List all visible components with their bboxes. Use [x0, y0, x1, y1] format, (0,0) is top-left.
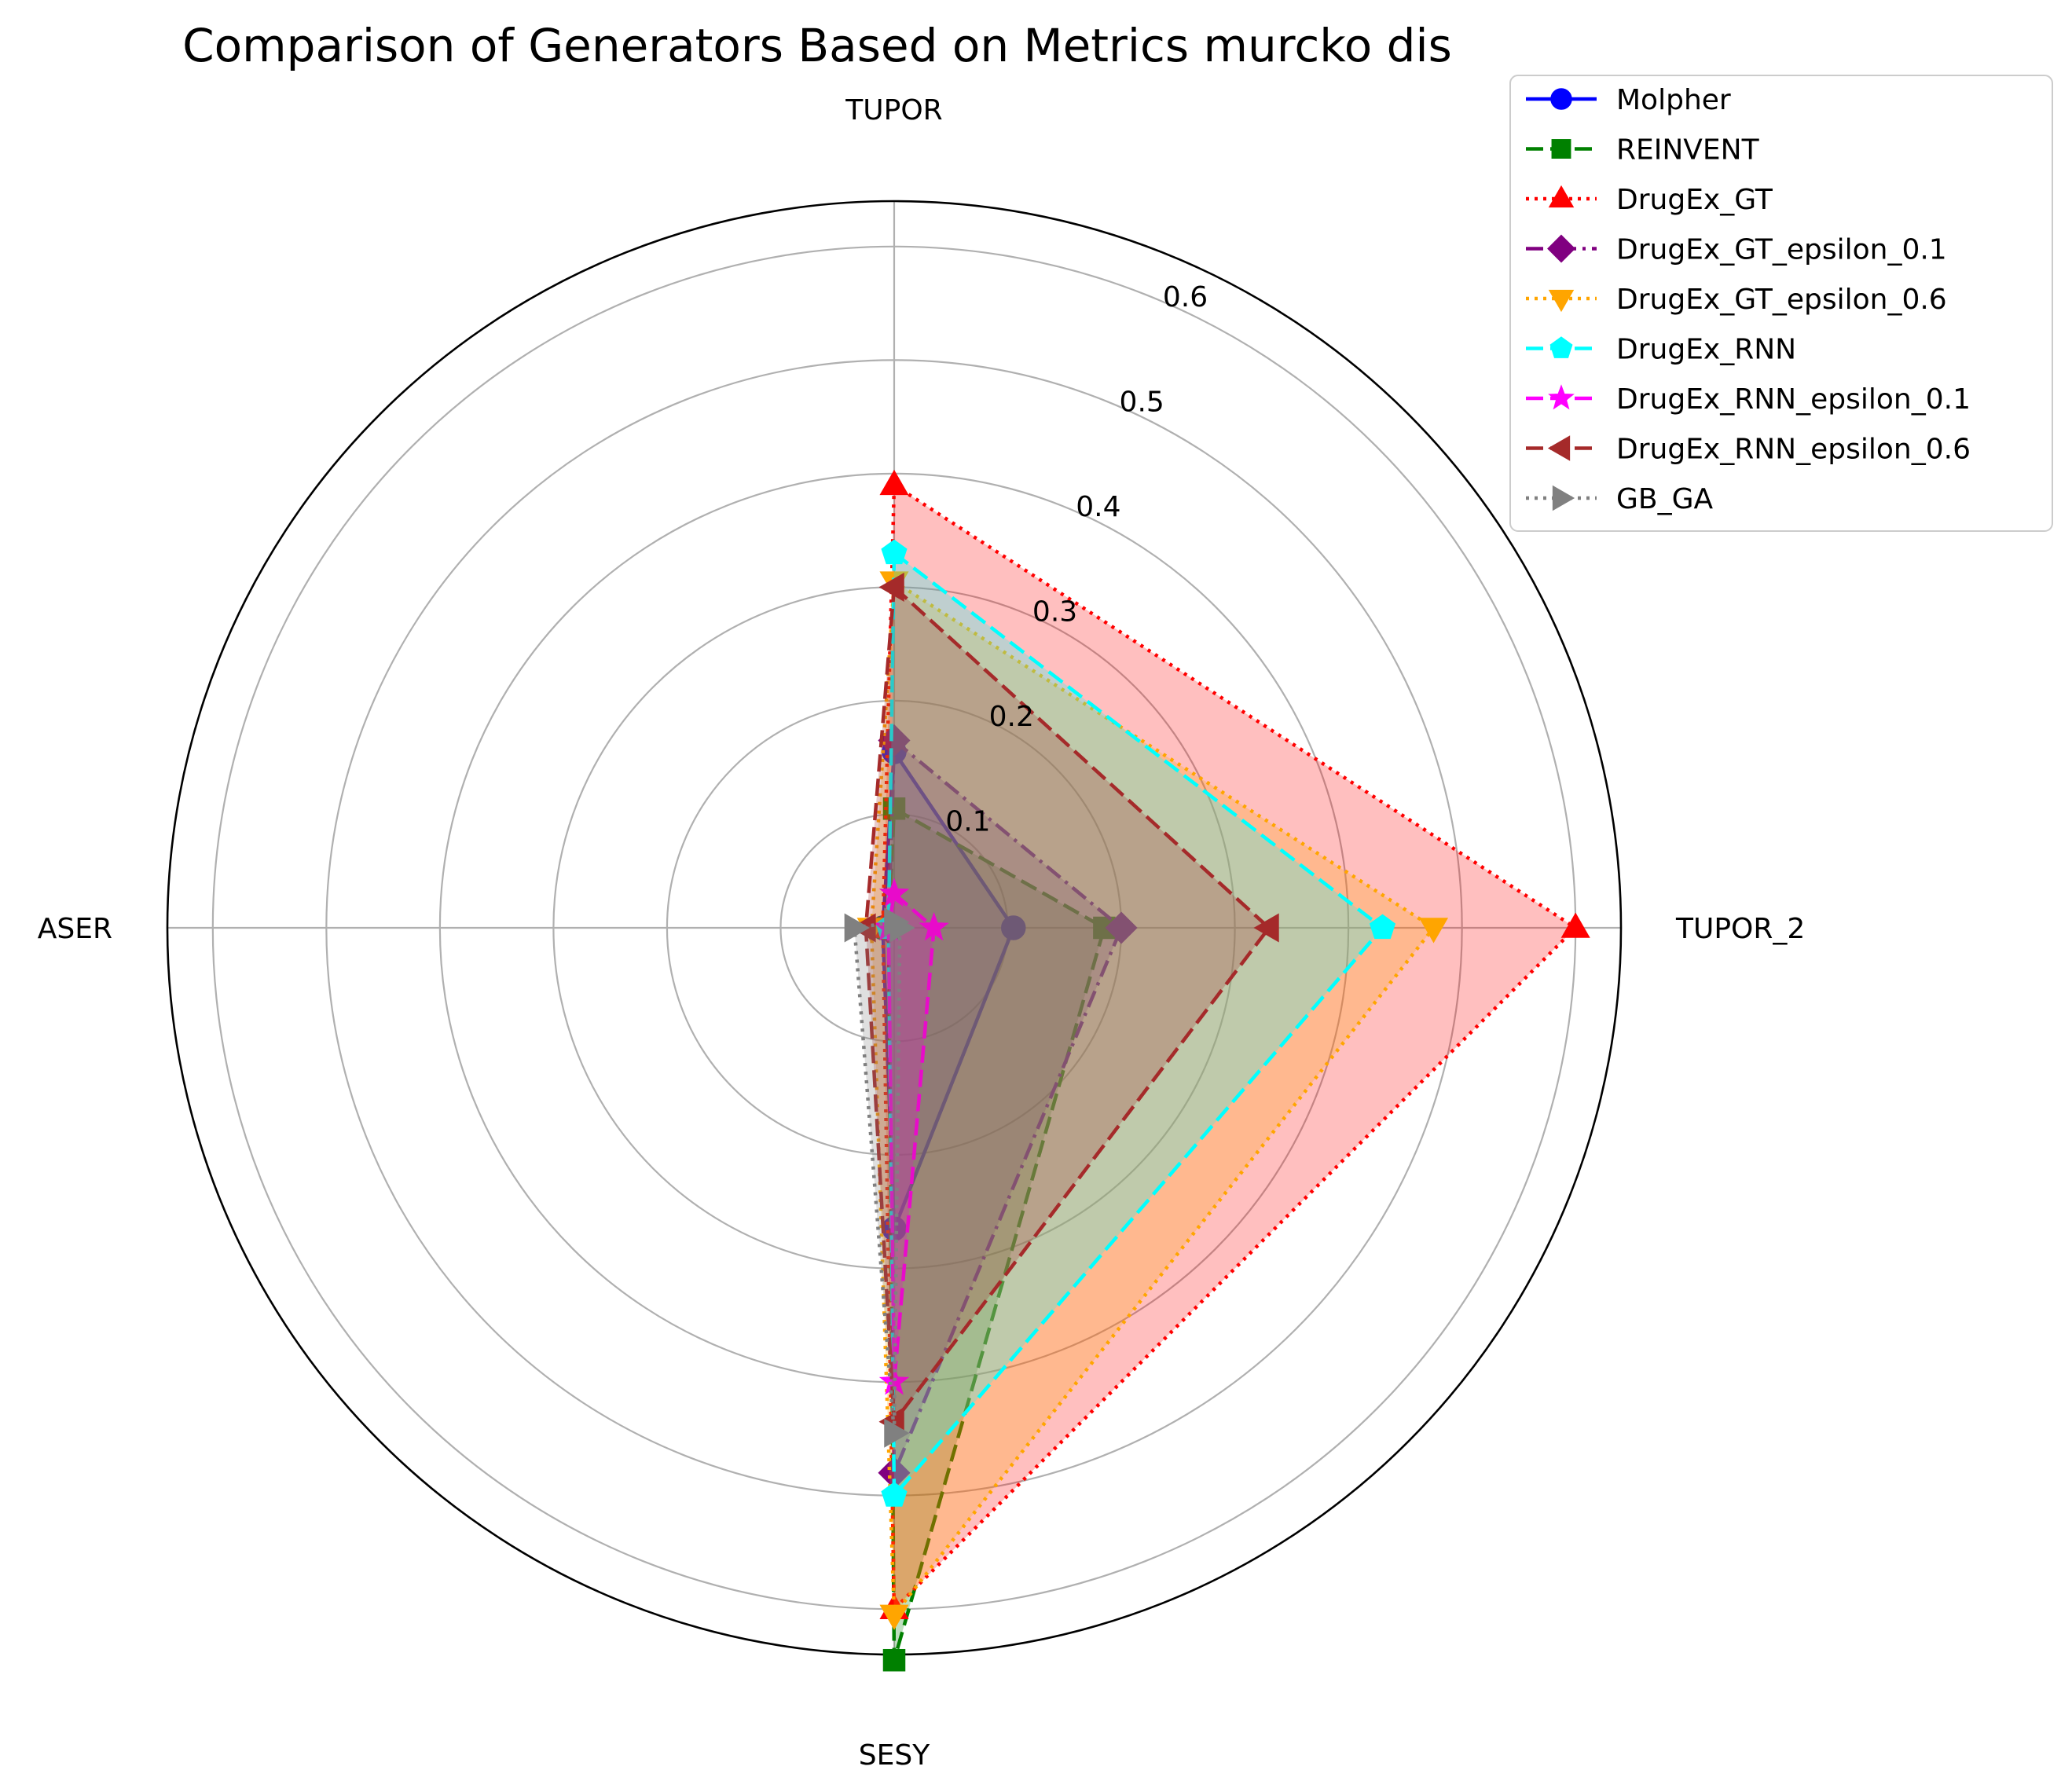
radial-tick-label: 0.6	[1163, 281, 1208, 313]
legend-label-gb-ga: GB_GA	[1616, 483, 1713, 515]
series-line-drugex-rnn-epsilon-0-1	[886, 892, 936, 1384]
legend-marker-molpher	[1550, 88, 1572, 110]
axis-labels: TUPOR TUPOR_2 SESY ASER	[38, 94, 1806, 1772]
radial-tick-label: 0.5	[1120, 386, 1164, 418]
point-drugex-gt-tupor	[879, 469, 909, 496]
radial-tick-label: 0.4	[1076, 491, 1120, 523]
series-gb-ga	[844, 907, 915, 1448]
point-gb-ga-aser	[844, 913, 870, 943]
legend-item-drugex-rnn: DrugEx_RNN	[1526, 334, 1796, 366]
series-fill-molpher	[882, 752, 1014, 1229]
series-fill-reinvent	[888, 808, 1105, 1661]
series-fill-gb-ga	[854, 922, 900, 1434]
point-drugex-rnn-sesy	[881, 1482, 908, 1507]
legend-item-drugex-rnn-epsilon-0-6: DrugEx_RNN_epsilon_0.6	[1526, 434, 1971, 466]
point-drugex-rnn-epsilon-0-1-tupor	[878, 878, 910, 907]
legend-label-drugex-rnn-epsilon-0-6: DrugEx_RNN_epsilon_0.6	[1616, 434, 1971, 466]
point-drugex-rnn-tupor-2	[1369, 914, 1396, 940]
axis-label-tupor-2: TUPOR_2	[1675, 913, 1805, 945]
axis-label-aser: ASER	[38, 913, 112, 945]
legend-marker-drugex-rnn-epsilon-0-1	[1548, 384, 1575, 410]
point-gb-ga-tupor-2	[889, 913, 915, 943]
radial-tick-labels: 0.1 0.2 0.3 0.4 0.5 0.6	[945, 281, 1208, 838]
axis-label-sesy: SESY	[859, 1739, 930, 1772]
point-drugex-gt-tupor-2	[1560, 912, 1590, 938]
point-drugex-rnn-epsilon-0-6-tupor-2	[1253, 913, 1279, 943]
point-drugex-gt-epsilon-0-6-tupor-2	[1418, 918, 1449, 944]
point-drugex-gt-epsilon-0-1-tupor-2	[1105, 911, 1138, 944]
point-gb-ga-sesy	[884, 1418, 910, 1448]
legend-label-drugex-rnn: DrugEx_RNN	[1616, 334, 1796, 366]
legend-marker-drugex-gt-epsilon-0-6	[1548, 289, 1575, 313]
legend-marker-gb-ga	[1552, 485, 1575, 511]
legend-label-drugex-gt-epsilon-0-6: DrugEx_GT_epsilon_0.6	[1616, 284, 1947, 316]
legend-item-drugex-gt-epsilon-0-6: DrugEx_GT_epsilon_0.6	[1526, 284, 1947, 316]
legend-item-reinvent: REINVENT	[1526, 134, 1760, 167]
series-fill-drugex-rnn-epsilon-0-6	[865, 587, 1269, 1422]
point-drugex-rnn-epsilon-0-6-tupor	[878, 572, 904, 602]
legend-marker-drugex-rnn	[1549, 336, 1573, 358]
point-molpher-tupor-2	[1001, 915, 1026, 940]
series-fill-drugex-gt	[882, 485, 1576, 1610]
legend-item-drugex-rnn-epsilon-0-1: DrugEx_RNN_epsilon_0.1	[1526, 383, 1971, 416]
legend-label-molpher: Molpher	[1616, 84, 1731, 116]
legend-label-reinvent: REINVENT	[1616, 134, 1760, 167]
chart-title: Comparison of Generators Based on Metric…	[182, 19, 1452, 72]
legend-marker-reinvent	[1551, 139, 1571, 159]
legend-label-drugex-gt: DrugEx_GT	[1616, 184, 1773, 216]
point-drugex-rnn-epsilon-0-1-tupor-2	[919, 911, 949, 941]
legend-item-drugex-gt: DrugEx_GT	[1526, 184, 1773, 216]
legend-label-drugex-gt-epsilon-0-1: DrugEx_GT_epsilon_0.1	[1616, 234, 1947, 266]
legend-item-gb-ga: GB_GA	[1526, 483, 1713, 515]
radar-series	[844, 469, 1590, 1672]
series-fill-drugex-rnn	[888, 553, 1383, 1496]
legend-box	[1509, 75, 2053, 532]
legend-marker-drugex-gt-epsilon-0-1	[1547, 234, 1575, 263]
legend: Molpher REINVENT DrugEx_GT DrugEx_GT_epsilo…	[1509, 75, 2053, 532]
radial-tick-label: 0.3	[1032, 596, 1077, 628]
legend-marker-drugex-rnn-epsilon-0-6	[1547, 435, 1571, 461]
legend-label-drugex-rnn-epsilon-0-1: DrugEx_RNN_epsilon_0.1	[1616, 383, 1971, 416]
series-line-drugex-gt-epsilon-0-1	[886, 738, 1124, 1475]
legend-item-molpher: Molpher	[1526, 84, 1731, 116]
point-drugex-rnn-tupor	[881, 539, 908, 565]
legend-marker-drugex-gt	[1548, 185, 1575, 208]
legend-item-drugex-gt-epsilon-0-1: DrugEx_GT_epsilon_0.1	[1526, 234, 1947, 266]
point-reinvent-sesy	[882, 1648, 906, 1672]
radial-tick-label: 0.1	[945, 805, 990, 837]
point-drugex-gt-epsilon-0-6-sesy	[879, 1604, 909, 1630]
radial-tick-label: 0.2	[989, 701, 1034, 733]
axis-label-tupor: TUPOR	[845, 94, 942, 126]
